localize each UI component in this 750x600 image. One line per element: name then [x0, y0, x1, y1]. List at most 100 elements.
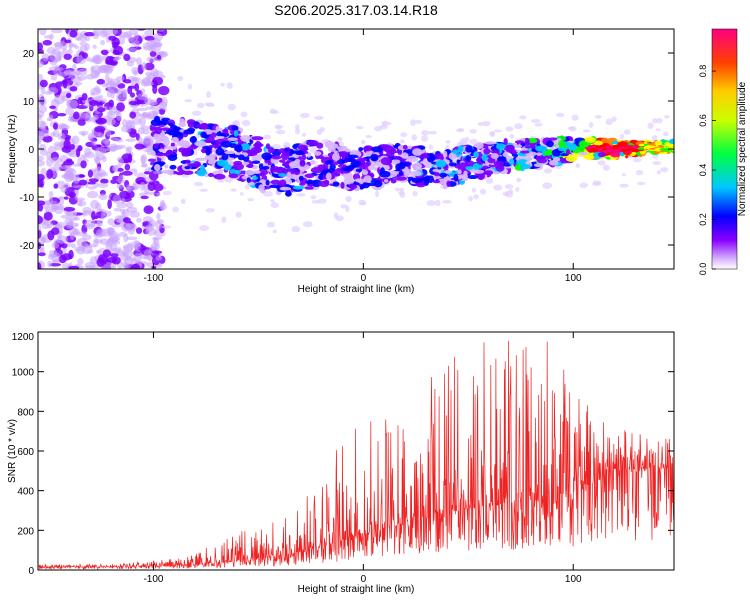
ridge-blob: [363, 175, 372, 183]
faint-blob: [542, 182, 553, 189]
ridge-blob: [354, 178, 363, 182]
faint-blob: [294, 124, 300, 130]
faint-blob: [534, 123, 543, 127]
ridge-blob: [246, 163, 254, 169]
noise-blob: [38, 173, 45, 181]
noise-blob: [88, 99, 99, 107]
noise-blob: [100, 49, 109, 56]
noise-blob: [149, 50, 157, 58]
y-tick-label: 0: [28, 145, 34, 156]
ridge-peak-blob: [587, 149, 598, 153]
faint-blob: [314, 115, 324, 121]
noise-blob: [96, 144, 102, 148]
ridge-blob: [279, 186, 292, 191]
ridge-blob: [164, 164, 169, 169]
ridge-blob: [228, 173, 239, 179]
ridge-blob: [472, 169, 485, 174]
faint-blob: [241, 119, 251, 127]
ridge-blob: [325, 172, 332, 180]
noise-blob: [109, 247, 122, 254]
ridge-blob: [178, 147, 187, 153]
ridge-blob: [298, 175, 304, 181]
noise-blob: [92, 44, 97, 50]
faint-blob: [275, 124, 282, 130]
ridge-blob: [227, 137, 238, 142]
ridge-blob: [385, 151, 395, 158]
ridge-peak-blob: [605, 148, 614, 152]
spectrogram-y-label: Frequency (Hz): [7, 115, 18, 184]
ridge-blob: [184, 165, 191, 170]
ridge-blob: [208, 144, 220, 148]
ridge-blob: [380, 157, 393, 166]
noise-blob: [57, 67, 64, 71]
ridge-blob: [313, 151, 322, 156]
noise-blob: [78, 199, 83, 207]
ridge-blob: [331, 153, 341, 161]
y-tick-label: 1200: [12, 332, 35, 343]
spectrogram-blobs: [38, 29, 674, 269]
noise-blob: [125, 236, 138, 241]
ridge-blob: [490, 152, 499, 159]
noise-blob: [84, 261, 96, 269]
noise-blob: [73, 111, 80, 120]
noise-blob: [149, 99, 159, 106]
noise-blob: [112, 194, 122, 204]
faint-blob: [177, 75, 184, 82]
ridge-blob: [398, 171, 403, 176]
noise-blob: [87, 186, 97, 190]
faint-blob: [611, 116, 617, 123]
noise-blob: [96, 257, 105, 268]
ridge-blob: [154, 126, 162, 135]
noise-blob: [141, 162, 148, 168]
faint-blob: [309, 147, 318, 153]
faint-blob: [632, 157, 642, 163]
ridge-blob: [184, 159, 191, 163]
ridge-blob: [155, 152, 166, 157]
noise-blob: [141, 61, 147, 71]
noise-blob: [38, 60, 45, 68]
faint-blob: [482, 120, 491, 127]
noise-blob: [67, 48, 73, 55]
ridge-blob: [305, 180, 317, 185]
noise-blob: [69, 86, 78, 92]
spectrogram-y-ticks: -20 -10 0 10 20: [20, 49, 674, 252]
noise-blob: [146, 56, 157, 63]
ridge-blob: [514, 144, 523, 149]
faint-blob: [358, 199, 367, 206]
faint-blob: [302, 221, 313, 228]
ridge-blob: [371, 146, 384, 153]
noise-blob: [51, 49, 60, 55]
ridge-blob: [327, 143, 339, 149]
faint-blob: [530, 118, 541, 123]
noise-blob: [121, 153, 132, 164]
ridge-blob: [233, 130, 239, 137]
ridge-blob: [465, 154, 472, 162]
noise-blob: [60, 95, 68, 102]
faint-blob: [275, 130, 286, 135]
noise-blob: [108, 35, 117, 41]
faint-blob: [162, 190, 172, 196]
noise-blob: [61, 243, 68, 249]
faint-blob: [300, 112, 310, 119]
faint-blob: [471, 187, 477, 193]
ridge-blob: [280, 152, 290, 161]
noise-blob: [156, 29, 166, 32]
noise-blob: [60, 185, 67, 193]
faint-blob: [345, 205, 350, 213]
ridge-blob: [206, 136, 215, 143]
noise-blob: [38, 229, 42, 239]
faint-blob: [543, 168, 553, 174]
spectrogram-x-ticks: -100 0 100: [143, 29, 582, 284]
noise-blob: [114, 55, 122, 60]
noise-blob: [136, 57, 142, 67]
ridge-blob: [535, 145, 548, 152]
faint-blob: [220, 82, 225, 87]
faint-blob: [605, 118, 613, 126]
ridge-blob: [292, 168, 298, 174]
ridge-blob: [410, 170, 422, 177]
ridge-blob: [406, 155, 419, 163]
noise-blob: [158, 108, 166, 115]
ridge-blob: [536, 158, 547, 164]
noise-blob: [144, 191, 156, 196]
faint-blob: [664, 115, 670, 119]
